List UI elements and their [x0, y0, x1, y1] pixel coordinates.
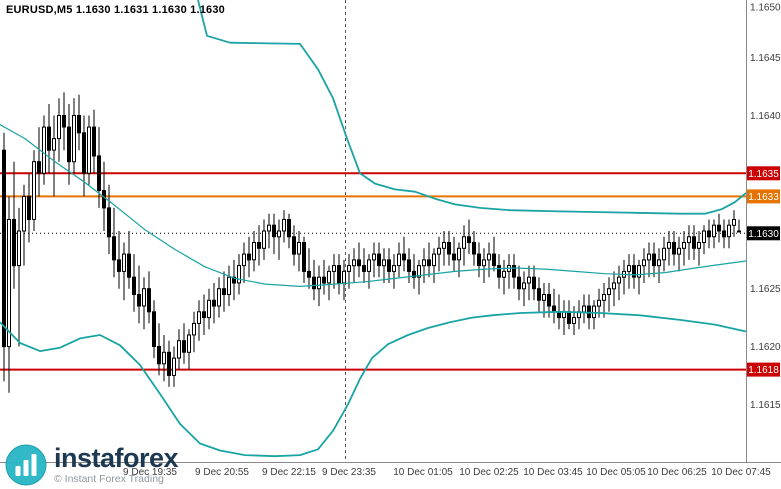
price-axis-label: 1.1625	[750, 284, 781, 295]
copyright-text: © Instant Forex Trading	[54, 473, 164, 486]
broker-watermark: instaforex © Instant Forex Trading	[5, 443, 179, 486]
time-axis-label: 10 Dec 01:05	[393, 467, 453, 478]
time-axis-label: 9 Dec 19:35	[123, 467, 177, 478]
brand-name: instaforex	[54, 443, 179, 474]
price-badge-1.1618	[747, 362, 780, 377]
price-axis-label: 1.1640	[750, 111, 781, 122]
time-axis-label: 9 Dec 20:55	[195, 467, 249, 478]
price-badge-label: 1.1618	[748, 365, 779, 376]
bollinger-lower-line	[0, 310, 747, 458]
price-axis-label: 1.1650	[750, 3, 781, 14]
price-axis-label: 1.1620	[750, 342, 781, 353]
time-axis-label: 10 Dec 07:45	[711, 467, 771, 478]
time-axis-label: 9 Dec 22:15	[262, 467, 316, 478]
time-axis-label: 10 Dec 05:05	[586, 467, 646, 478]
price-badge-1.1630	[747, 226, 780, 241]
price-badge-label: 1.1635	[748, 169, 779, 180]
price-axis-label: 1.1645	[750, 53, 781, 64]
price-axis-label: 1.1615	[750, 400, 781, 411]
symbol-ohlc-title: EURUSD,M5 1.1630 1.1631 1.1630 1.1630	[6, 4, 225, 16]
time-axis-label: 9 Dec 23:35	[322, 467, 376, 478]
price-badge-1.1635	[747, 166, 780, 181]
time-axis-label: 10 Dec 03:45	[523, 467, 583, 478]
price-badge-label: 1.1633	[748, 192, 779, 203]
price-badge-label: 1.1630	[748, 229, 779, 240]
bollinger-middle-line	[0, 124, 747, 287]
bollinger-upper-line	[197, 0, 747, 215]
instaforex-logo-icon	[5, 444, 47, 486]
candles-layer	[2, 92, 741, 393]
price-badge-1.1633	[747, 189, 780, 204]
time-axis-label: 10 Dec 02:25	[459, 467, 519, 478]
time-axis-label: 10 Dec 06:25	[647, 467, 707, 478]
